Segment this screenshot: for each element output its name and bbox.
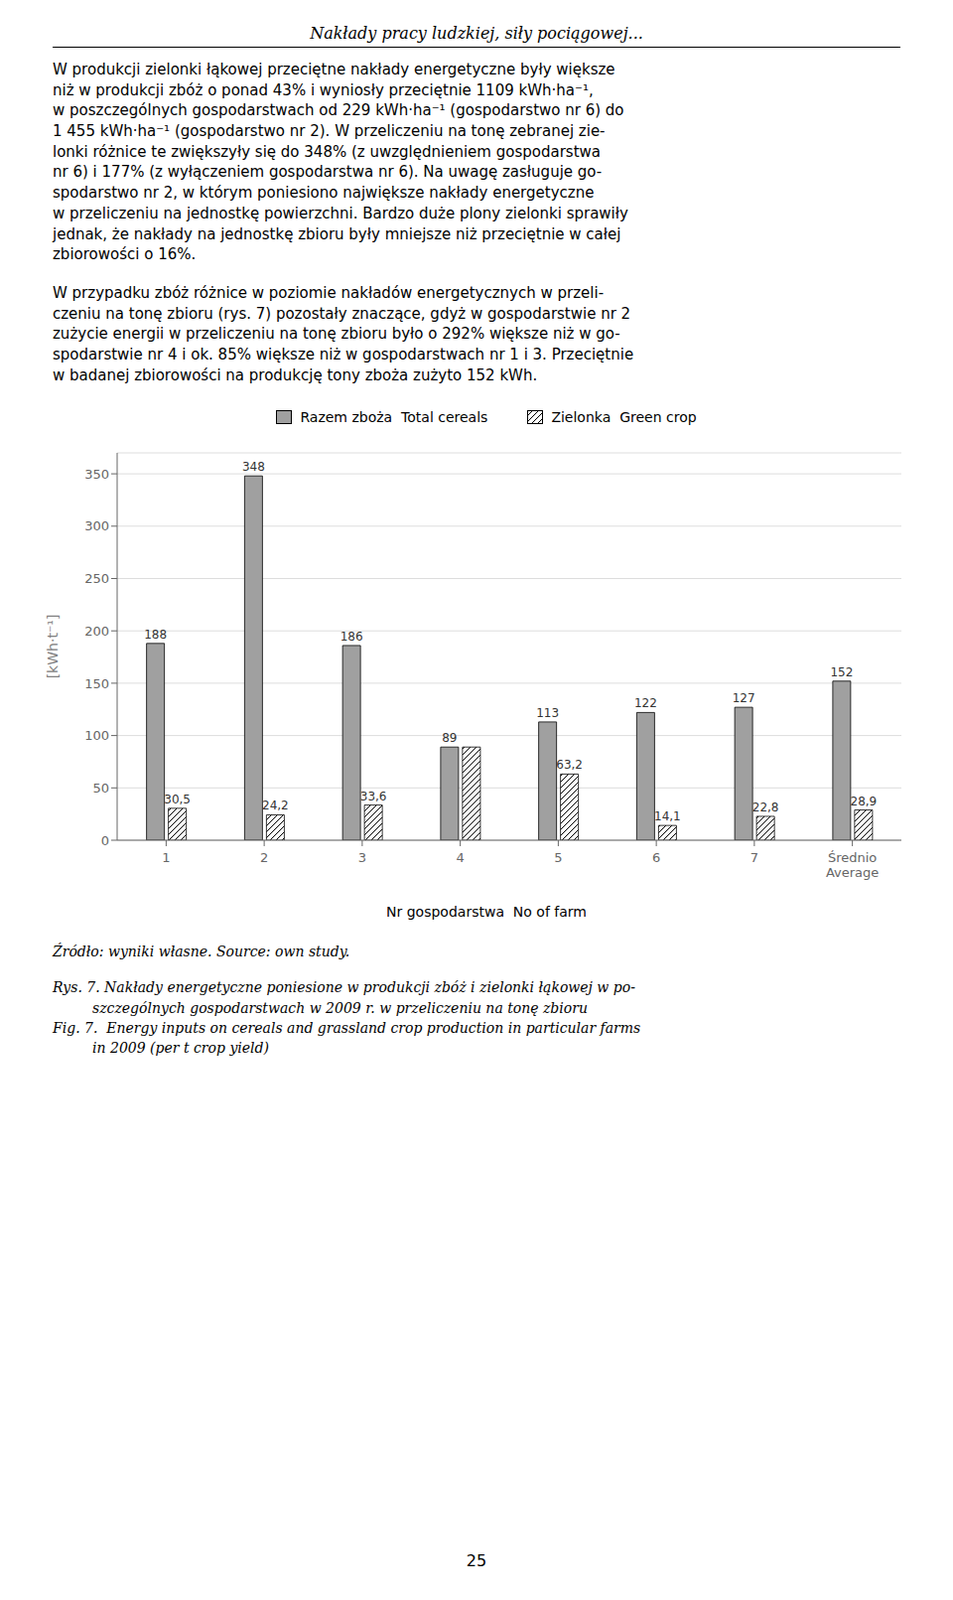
svg-text:350: 350 bbox=[84, 466, 110, 482]
svg-text:4: 4 bbox=[455, 849, 464, 865]
svg-text:7: 7 bbox=[750, 849, 759, 865]
html-text:Źródło: wyniki własne. Source:: Źródło: wyniki własne. Source: own study… bbox=[52, 943, 350, 960]
svg-text:113: 113 bbox=[536, 705, 559, 720]
svg-text:122: 122 bbox=[634, 696, 658, 711]
svg-text:2: 2 bbox=[260, 849, 269, 865]
svg-text:89: 89 bbox=[441, 731, 457, 746]
svg-text:127: 127 bbox=[732, 690, 756, 705]
svg-text:188: 188 bbox=[143, 627, 167, 642]
svg-text:5: 5 bbox=[553, 849, 562, 865]
svg-text:100: 100 bbox=[84, 728, 110, 744]
svg-text:33,6: 33,6 bbox=[360, 789, 388, 804]
svg-text:14,1: 14,1 bbox=[654, 809, 681, 823]
svg-text:50: 50 bbox=[92, 780, 110, 796]
svg-text:30,5: 30,5 bbox=[163, 792, 191, 807]
svg-text:250: 250 bbox=[84, 570, 110, 586]
svg-text:186: 186 bbox=[340, 629, 364, 644]
html-text:Nr gospodarstwa No of farm: Nr gospodarstwa No of farm bbox=[386, 903, 587, 920]
svg-text:200: 200 bbox=[84, 623, 110, 639]
html-text:25: 25 bbox=[466, 1550, 487, 1570]
html-text:Rys. 7. Nakłady energetyczne p: Rys. 7. Nakłady energetyczne poniesione … bbox=[52, 979, 641, 1056]
svg-text:63,2: 63,2 bbox=[555, 758, 583, 773]
svg-text:0: 0 bbox=[101, 832, 110, 848]
svg-text:3: 3 bbox=[358, 849, 367, 865]
svg-text:28,9: 28,9 bbox=[850, 794, 878, 809]
html-text:W produkcji zielonki łąkowej p: W produkcji zielonki łąkowej przeciętne … bbox=[52, 60, 629, 264]
html-text:Razem zboża Total cereals: Razem zboża Total cereals bbox=[300, 409, 488, 426]
svg-text:152: 152 bbox=[829, 665, 853, 680]
svg-text:150: 150 bbox=[84, 676, 110, 691]
html-text:W przypadku zbóż różnice w poz: W przypadku zbóż różnice w poziomie nakł… bbox=[52, 283, 634, 384]
svg-text:300: 300 bbox=[84, 519, 110, 535]
svg-text:348: 348 bbox=[242, 460, 266, 475]
svg-text:6: 6 bbox=[652, 849, 661, 865]
html-text:Nakłady pracy ludzkiej, siły p: Nakłady pracy ludzkiej, siły pociągowej.… bbox=[309, 23, 644, 43]
svg-text:[kWh·t⁻¹]: [kWh·t⁻¹] bbox=[44, 614, 61, 680]
html-text:Zielonka Green crop: Zielonka Green crop bbox=[551, 409, 697, 426]
svg-text:22,8: 22,8 bbox=[752, 800, 780, 815]
svg-text:24,2: 24,2 bbox=[262, 799, 289, 814]
svg-text:1: 1 bbox=[161, 849, 170, 865]
svg-text:ŚrednioAverage: ŚrednioAverage bbox=[825, 849, 879, 880]
